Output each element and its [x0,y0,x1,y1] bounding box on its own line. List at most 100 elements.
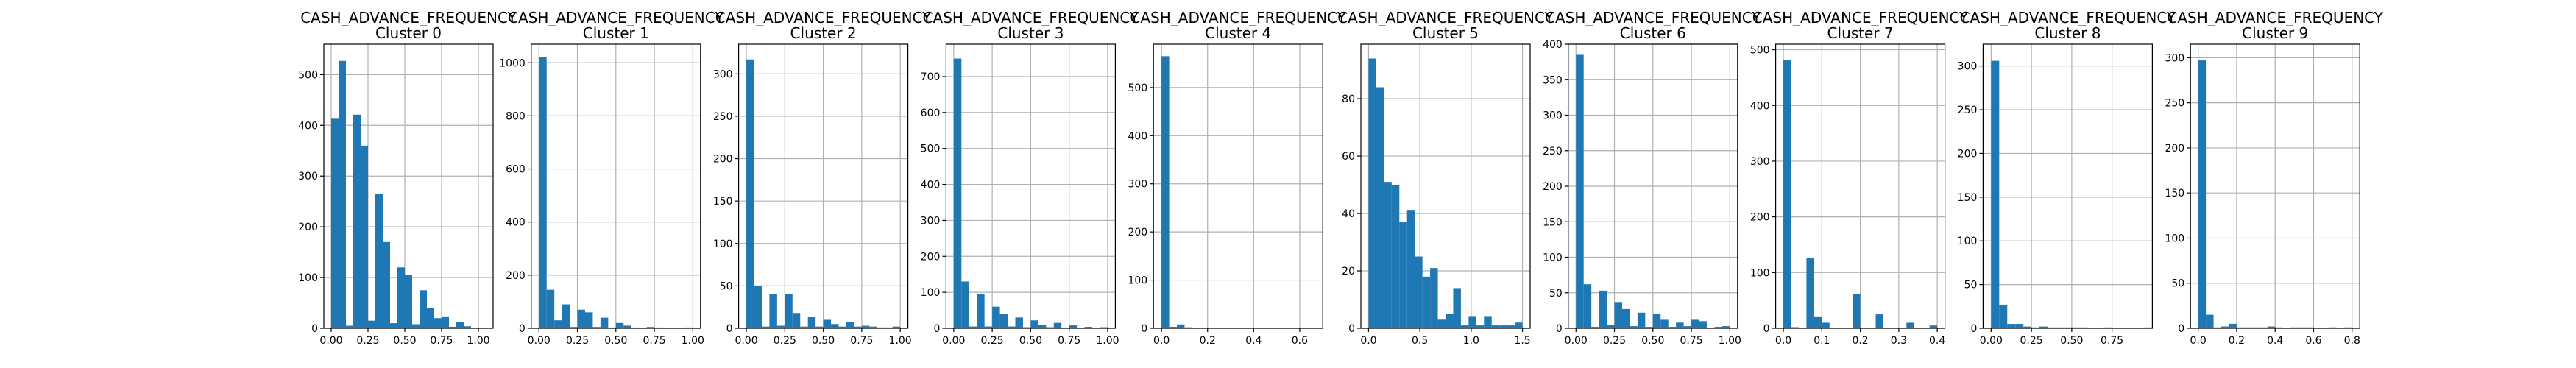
axes-frame [1982,43,2153,329]
y-tick-label: 100 [298,272,318,284]
histogram-bar [412,324,420,328]
x-tick-label: 0.6 [2305,335,2321,347]
x-tick-label: 0.25 [1603,335,1626,347]
x-tick-label: 0.50 [604,335,627,347]
y-tick-label: 0 [1556,323,1563,335]
histogram-bar [368,320,375,328]
histogram-panel-cluster-8: 0.00 0.25 0.50 0.75 0 50 100 150 200 250 300 CASH_A… [1958,9,2176,347]
histogram-bar [1507,325,1515,328]
histogram-bar [1599,290,1607,328]
histogram-bar [761,326,770,328]
histogram-bar [1591,327,1599,328]
histogram-panel-cluster-5: 0.0 0.5 1.0 1.5 0 20 40 60 80 CASH_ADVANCE_FREQUE… [1337,9,1554,347]
y-tick-label: 400 [1543,39,1563,51]
histogram-bar [1929,325,1938,328]
y-tick-label: 60 [1342,151,1355,163]
y-tick-label: 0 [1141,323,1147,335]
x-tick-label: 0.75 [2101,335,2123,347]
x-tick-label: 0.75 [1680,335,1702,347]
y-tick-label: 300 [1128,179,1147,191]
y-tick-label: 250 [713,111,733,123]
x-tick-label: 0.50 [812,335,835,347]
panel-subtitle: Cluster 6 [1620,24,1686,42]
histogram-bar [1008,326,1016,328]
histogram-bar [1691,319,1699,328]
x-tick-label: 1.00 [889,335,912,347]
y-tick-label: 800 [506,110,526,122]
histogram-bar [1476,325,1485,328]
histogram-bar [1391,185,1400,328]
histogram-bar [361,145,368,328]
panel-title: CASH_ADVANCE_FREQUENCY [1337,9,1554,26]
panel-title: CASH_ADVANCE_FREQUENCY [1752,9,1969,26]
x-tick-label: 1.00 [1719,335,1741,347]
histogram-panel-cluster-9: 0.0 0.2 0.4 0.6 0.8 0 50 100 150 200 250 300 CASH_AD… [2165,9,2383,347]
histogram-bar [1722,326,1730,328]
x-tick-label: 0.00 [735,335,757,347]
x-tick-label: 1.5 [1514,335,1530,347]
x-tick-label: 0.25 [981,335,1004,347]
histogram-bar [1030,320,1038,328]
histogram-bar [1176,324,1185,328]
histogram-bar [977,294,985,328]
x-tick-label: 0.25 [774,335,796,347]
x-tick-label: 0.1 [1814,335,1830,347]
y-tick-label: 250 [2165,98,2184,110]
histogram-bar [339,60,346,328]
histogram-bar [754,286,762,328]
histogram-bar [992,306,1000,328]
histogram-panel-cluster-3: 0.00 0.25 0.50 0.75 1.00 0 100 200 300 400 500 600 7… [921,9,1139,347]
y-tick-label: 500 [298,69,318,81]
histogram-bar [1053,322,1062,328]
y-tick-label: 300 [713,68,733,80]
panel-title: CASH_ADVANCE_FREQUENCY [508,9,724,26]
histogram-bar [1621,308,1630,328]
histogram-bar [1499,325,1507,328]
y-tick-label: 350 [1543,74,1563,86]
y-tick-label: 300 [1750,156,1770,168]
x-tick-label: 0.00 [1980,335,2003,347]
histogram-bar [1437,319,1446,328]
y-tick-label: 100 [1128,275,1147,287]
panel-subtitle: Cluster 4 [1205,24,1271,42]
y-tick-label: 150 [1958,192,1978,204]
histogram-bar [2023,326,2032,328]
panel-title: CASH_ADVANCE_FREQUENCY [2167,9,2383,26]
histogram-bar [592,327,601,328]
histogram-bar [1906,322,1914,328]
histogram-bar [1069,325,1078,328]
y-tick-label: 500 [921,144,941,155]
histogram-bar [570,327,578,328]
x-tick-label: 0.50 [2060,335,2083,347]
y-tick-label: 40 [1342,208,1355,220]
panel-subtitle: Cluster 9 [2242,24,2308,42]
histogram-bar [1645,327,1653,328]
histogram-bar [861,325,870,328]
histogram-bar [1676,322,1684,328]
y-tick-label: 500 [1128,82,1147,94]
x-tick-label: 0.4 [2267,335,2283,347]
x-tick-label: 0.2 [1852,335,1868,347]
histogram-bar [1791,327,1799,328]
histogram-bar [1453,288,1461,328]
y-tick-label: 200 [921,251,941,263]
y-tick-label: 0 [519,323,526,335]
histogram-bar [442,316,449,328]
histogram-bar [646,327,655,328]
panel-subtitle: Cluster 7 [1827,24,1894,42]
histogram-panel-cluster-0: 0.00 0.25 0.50 0.75 1.00 0 100 200 300 400 500 CASH… [298,9,517,347]
y-tick-label: 20 [1342,266,1355,277]
y-tick-label: 50 [720,280,733,292]
histogram-bar [2007,324,2016,328]
x-tick-label: 1.00 [1096,335,1119,347]
histogram-bar [776,325,785,328]
y-tick-label: 100 [1958,236,1978,247]
y-tick-label: 250 [1958,105,1978,116]
y-tick-label: 50 [2171,278,2184,290]
y-tick-label: 0 [311,323,318,335]
histogram-bar [1446,314,1454,328]
y-tick-label: 400 [506,217,526,229]
y-tick-label: 200 [506,270,526,282]
histogram-bar [815,326,824,328]
axes-frame [323,43,494,329]
